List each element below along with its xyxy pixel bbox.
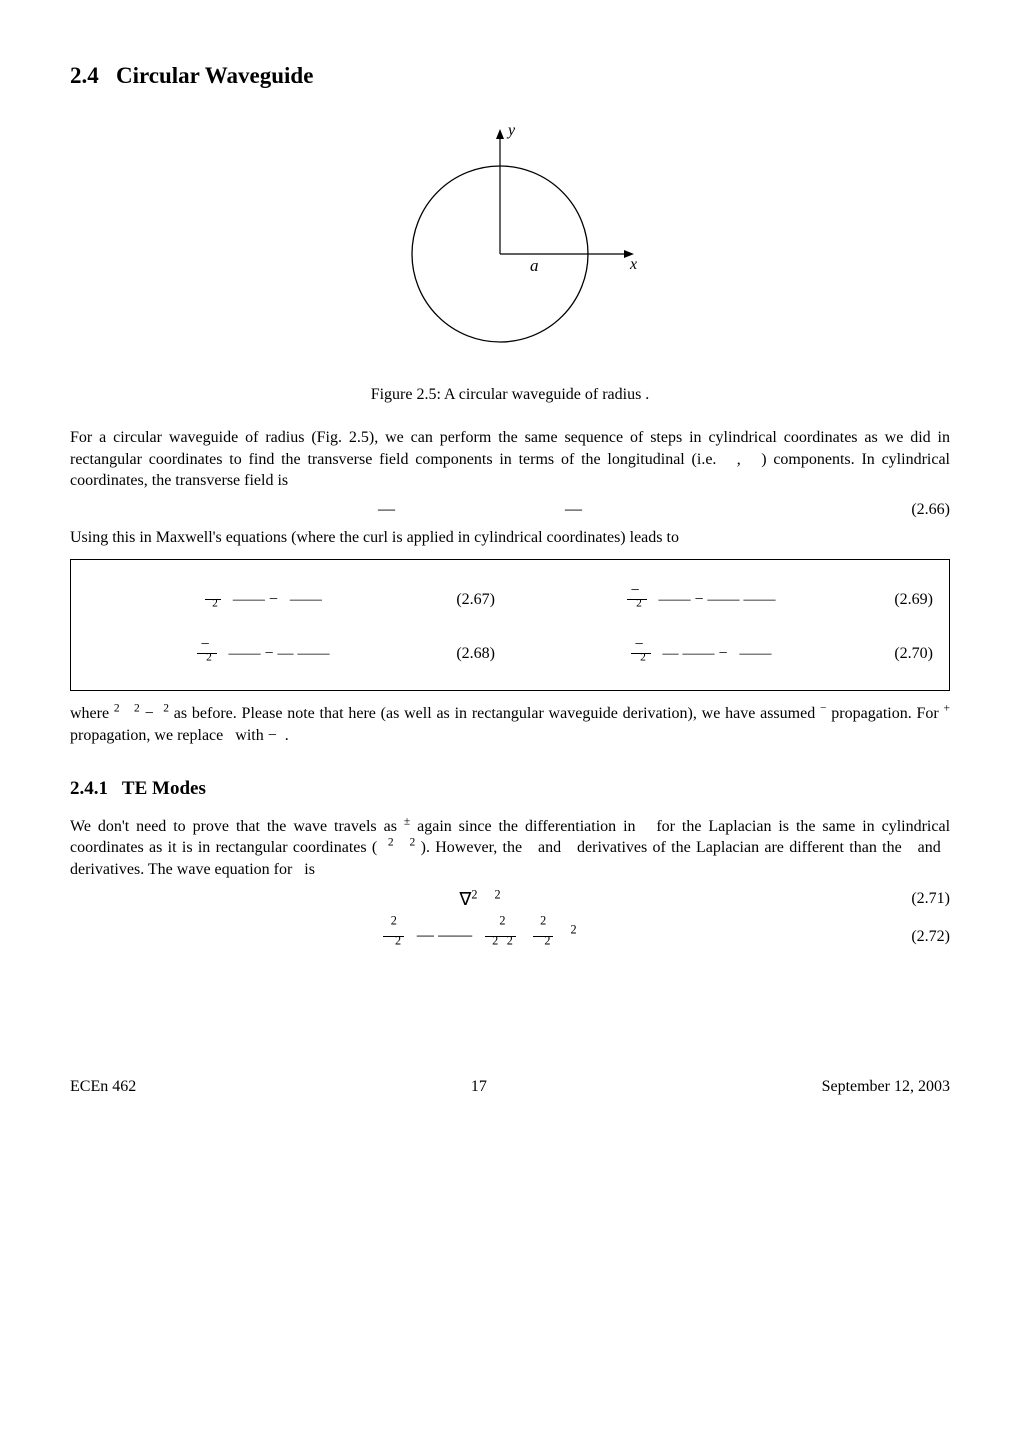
text: propagation, we replace with − . xyxy=(70,727,289,744)
equation-number: (2.67) xyxy=(440,589,495,611)
equation-2-70: − 2 — —— − —— (2.70) xyxy=(525,636,933,672)
paragraph-intro: For a circular waveguide of radius (Fig.… xyxy=(70,427,950,492)
equation-body: − 2 —— − — —— xyxy=(87,636,440,672)
box-col-right: − 2 —— − —— —— (2.69) − 2 — —— − —— (2.7… xyxy=(525,574,933,676)
equation-body: − 2 — —— − —— xyxy=(525,636,878,672)
boxed-equations: 2 —— − —— (2.67) − 2 —— − — —— (2.68) − … xyxy=(70,559,950,691)
subsection-title: TE Modes xyxy=(122,778,206,799)
equation-2-71: ∇2 2 (2.71) xyxy=(70,887,950,912)
text: where xyxy=(70,705,114,722)
equation-number: (2.68) xyxy=(440,643,495,665)
text: propagation. For xyxy=(831,705,943,722)
paragraph-where: where 2 2 − 2 as before. Please note tha… xyxy=(70,703,950,746)
page-footer: ECEn 462 17 September 12, 2003 xyxy=(70,1076,950,1098)
equation-2-68: − 2 —— − — —— (2.68) xyxy=(87,636,495,672)
text: We don't need to prove that the wave tra… xyxy=(70,818,404,835)
equation-number: (2.66) xyxy=(890,499,950,521)
section-title: Circular Waveguide xyxy=(116,63,313,88)
circular-waveguide-diagram: y x a xyxy=(380,119,640,359)
equation-body: − 2 —— − —— —— xyxy=(525,582,878,618)
paragraph-maxwell: Using this in Maxwell's equations (where… xyxy=(70,527,950,549)
equation-number: (2.71) xyxy=(890,888,950,910)
equation-body: ∇2 2 xyxy=(70,887,890,912)
equation-body: 2 2 — —— 2 2 2 2 2 2 xyxy=(70,917,890,955)
subsection-heading: 2.4.1 TE Modes xyxy=(70,776,950,802)
equation-number: (2.70) xyxy=(878,643,933,665)
paragraph-te-modes: We don't need to prove that the wave tra… xyxy=(70,816,950,881)
equation-number: (2.69) xyxy=(878,589,933,611)
box-col-left: 2 —— − —— (2.67) − 2 —— − — —— (2.68) xyxy=(87,574,495,676)
axis-y-label: y xyxy=(506,122,516,139)
section-heading: 2.4 Circular Waveguide xyxy=(70,60,950,91)
radius-label: a xyxy=(530,256,539,275)
equation-2-69: − 2 —— − —— —— (2.69) xyxy=(525,582,933,618)
subsection-number: 2.4.1 xyxy=(70,778,108,799)
figure-2-5: y x a xyxy=(70,119,950,366)
section-number: 2.4 xyxy=(70,63,99,88)
footer-left: ECEn 462 xyxy=(70,1076,136,1098)
figure-caption: Figure 2.5: A circular waveguide of radi… xyxy=(70,384,950,406)
equation-2-67: 2 —— − —— (2.67) xyxy=(87,582,495,618)
footer-page-number: 17 xyxy=(471,1076,487,1098)
equation-body: 2 —— − —— xyxy=(87,582,440,618)
equation-2-66: — — (2.66) xyxy=(70,498,950,521)
axis-x-label: x xyxy=(629,256,637,273)
equation-body: — — xyxy=(70,498,890,521)
equation-2-72: 2 2 — —— 2 2 2 2 2 2 (2.72) xyxy=(70,917,950,955)
text: as before. Please note that here (as wel… xyxy=(174,705,820,722)
footer-date: September 12, 2003 xyxy=(822,1076,950,1098)
equation-number: (2.72) xyxy=(890,926,950,948)
